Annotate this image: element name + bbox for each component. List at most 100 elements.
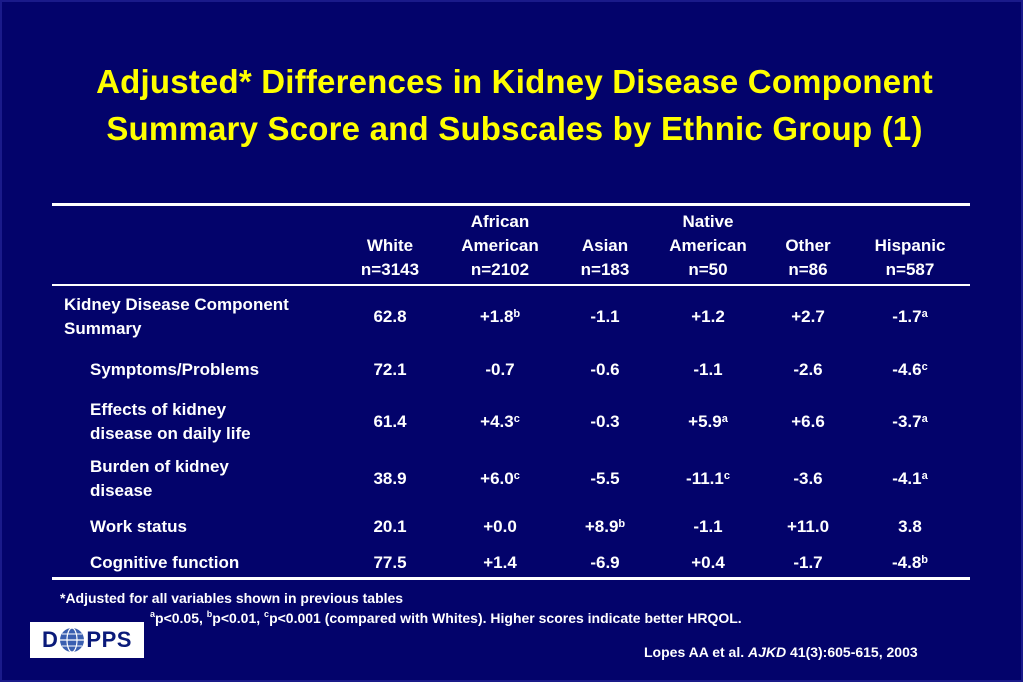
cell-value: -0.7 — [485, 360, 515, 379]
row-label-line-2: disease — [90, 481, 153, 500]
column-header-line3: n=2102 — [470, 260, 530, 279]
globe-icon — [60, 627, 85, 653]
table-cell: -4.8b — [855, 552, 965, 574]
cell-value: 20.1 — [373, 517, 407, 536]
column-header-line1: African — [470, 212, 530, 231]
footnote-significance: ap<0.05, bp<0.01, cp<0.001 (compared wit… — [150, 609, 742, 626]
significance-marker: b — [921, 554, 929, 566]
table-cell: +1.2 — [653, 306, 763, 328]
cell-value: -4.1 — [892, 469, 922, 488]
column-header-line1 — [845, 210, 975, 234]
table-cell: 61.4 — [335, 411, 445, 433]
cell-value: -2.6 — [793, 360, 823, 379]
row-label: Burden of kidney disease — [90, 455, 229, 503]
column-header-line1: Native — [682, 212, 734, 231]
table-cell: +1.8b — [445, 306, 555, 328]
row-label-line-2: Summary — [64, 319, 142, 338]
significance-marker: b — [513, 308, 521, 320]
cell-value: +1.2 — [691, 307, 725, 326]
cell-value: 77.5 — [373, 553, 407, 572]
table-header-rule — [52, 284, 970, 286]
row-label: Kidney Disease Component Summary — [64, 293, 289, 341]
row-label-line-1: Kidney Disease Component — [64, 295, 289, 314]
table-cell: +8.9b — [550, 516, 660, 538]
table-cell: +4.3c — [445, 411, 555, 433]
cell-value: +1.8 — [479, 307, 514, 326]
table-cell: -3.6 — [753, 468, 863, 490]
cell-value: -1.1 — [693, 517, 723, 536]
table-cell: +1.4 — [445, 552, 555, 574]
table-cell: -4.1a — [855, 468, 965, 490]
table-cell: +6.6 — [753, 411, 863, 433]
sig-c-marker: c — [264, 609, 270, 619]
cell-value: +4.3 — [480, 412, 514, 431]
table-bottom-rule — [52, 577, 970, 580]
column-header-line3: n=50 — [688, 260, 728, 279]
column-header-line2: Asian — [581, 236, 629, 255]
table-cell: 77.5 — [335, 552, 445, 574]
cell-value: +0.0 — [483, 517, 517, 536]
column-header-line3: n=183 — [580, 260, 630, 279]
table-cell: -5.5 — [550, 468, 660, 490]
table-cell: 38.9 — [335, 468, 445, 490]
sig-c-text: p<0.001 (compared with Whites). Higher s… — [269, 610, 742, 626]
table-cell: 3.8 — [855, 516, 965, 538]
significance-marker: a — [721, 413, 728, 425]
cell-value: -1.1 — [590, 307, 620, 326]
table-cell: 20.1 — [335, 516, 445, 538]
title-line-1: Adjusted* Differences in Kidney Disease … — [96, 63, 933, 100]
cell-value: +6.0 — [480, 469, 514, 488]
significance-marker: a — [921, 470, 928, 482]
footnote-adjusted: *Adjusted for all variables shown in pre… — [60, 590, 404, 606]
column-header-line3: n=86 — [788, 260, 828, 279]
column-header: Other n=86 — [743, 210, 873, 282]
table-cell: -11.1c — [653, 468, 763, 490]
column-header-line2: American — [461, 236, 539, 255]
column-header: White n=3143 — [325, 210, 455, 282]
citation-authors: Lopes AA et al. — [644, 644, 748, 660]
table-cell: +2.7 — [753, 306, 863, 328]
significance-marker: b — [618, 518, 626, 530]
row-label-line-1: Work status — [90, 517, 187, 536]
table-cell: +0.0 — [445, 516, 555, 538]
row-label: Cognitive function — [90, 551, 239, 575]
column-header-line2: Hispanic — [874, 236, 946, 255]
table-cell: -0.7 — [445, 359, 555, 381]
table-top-rule — [52, 203, 970, 206]
column-header: African American n=2102 — [435, 210, 565, 282]
citation-journal: AJKD — [747, 644, 787, 660]
cell-value: -1.1 — [693, 360, 723, 379]
title-line-2: Summary Score and Subscales by Ethnic Gr… — [106, 110, 923, 147]
significance-marker: a — [921, 308, 928, 320]
table-cell: -0.6 — [550, 359, 660, 381]
column-header: Hispanic n=587 — [845, 210, 975, 282]
cell-value: -11.1 — [686, 469, 724, 488]
row-label-line-1: Symptoms/Problems — [90, 360, 260, 379]
significance-marker: c — [513, 413, 520, 425]
cell-value: -1.7 — [892, 307, 922, 326]
table-cell: -1.7a — [855, 306, 965, 328]
cell-value: 72.1 — [373, 360, 407, 379]
table-cell: +0.4 — [653, 552, 763, 574]
table-cell: -1.1 — [653, 359, 763, 381]
table-cell: -1.1 — [550, 306, 660, 328]
table-cell: 72.1 — [335, 359, 445, 381]
cell-value: 62.8 — [373, 307, 407, 326]
cell-value: -0.6 — [590, 360, 620, 379]
cell-value: +6.6 — [791, 412, 825, 431]
column-header-line2: American — [669, 236, 747, 255]
cell-value: +0.4 — [691, 553, 725, 572]
slide-title: Adjusted* Differences in Kidney Disease … — [22, 58, 1007, 152]
row-label: Effects of kidney disease on daily life — [90, 398, 251, 446]
column-header: Native American n=50 — [643, 210, 773, 282]
significance-marker: c — [921, 361, 928, 373]
column-header-line3: n=3143 — [360, 260, 420, 279]
cell-value: -3.7 — [892, 412, 922, 431]
cell-value: -4.6 — [892, 360, 922, 379]
cell-value: +11.0 — [786, 517, 830, 536]
sig-b-marker: b — [206, 609, 213, 619]
cell-value: +2.7 — [791, 307, 825, 326]
cell-value: 38.9 — [373, 469, 407, 488]
dopps-logo: D PPS — [30, 622, 144, 658]
